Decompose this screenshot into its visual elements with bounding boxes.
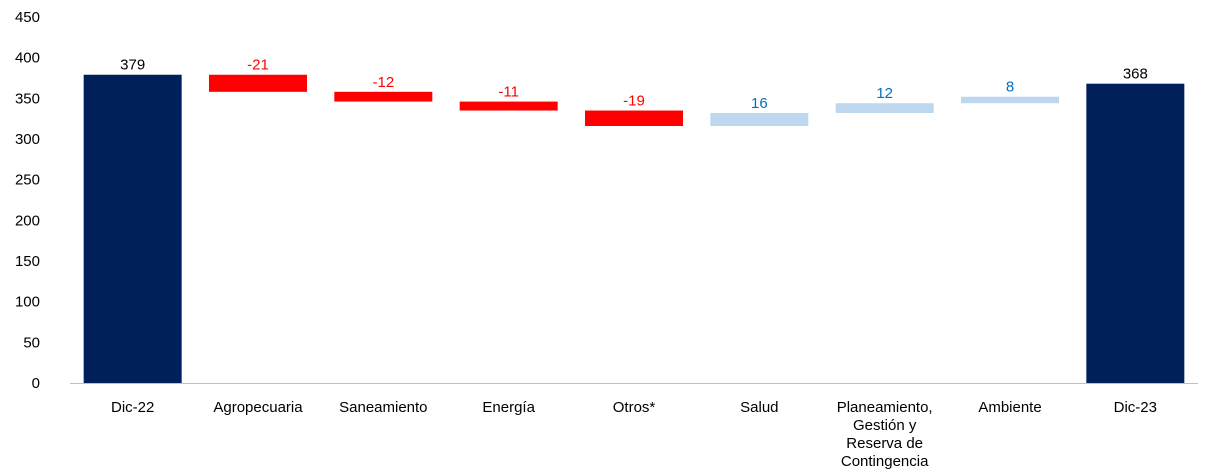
y-tick-label: 100 [15, 294, 40, 311]
y-tick-label: 50 [23, 334, 40, 351]
data-label: 8 [1006, 79, 1014, 96]
waterfall-bar [459, 101, 558, 111]
data-label: 12 [876, 85, 893, 102]
data-label: 379 [120, 57, 145, 74]
x-tick-label: Otros* [613, 399, 656, 416]
y-tick-label: 0 [32, 375, 40, 392]
data-labels: 379 -21 -12 -11 -19 16 12 8 368 [120, 57, 1148, 112]
x-axis: Dic-22 Agropecuaria Saneamiento Energía Otro… [111, 399, 1157, 470]
data-label: 16 [751, 95, 768, 112]
y-tick-label: 450 [15, 9, 40, 26]
waterfall-bar [83, 74, 182, 383]
y-tick-label: 400 [15, 50, 40, 67]
x-tick-label: Ambiente [978, 399, 1041, 416]
y-tick-label: 300 [15, 131, 40, 148]
y-tick-label: 200 [15, 212, 40, 229]
x-tick-label: Energía [482, 399, 535, 416]
y-tick-label: 350 [15, 90, 40, 107]
x-tick-label: Agropecuaria [213, 399, 303, 416]
waterfall-bar [334, 91, 433, 102]
x-tick-label: Contingencia [841, 453, 929, 470]
waterfall-bar [710, 112, 809, 126]
y-tick-label: 250 [15, 172, 40, 189]
y-tick-label: 150 [15, 253, 40, 270]
x-tick-label: Saneamiento [339, 399, 427, 416]
waterfall-bar [209, 74, 307, 92]
bars [83, 74, 1185, 384]
data-label: -21 [247, 57, 269, 74]
y-axis: 0 50 100 150 200 250 300 350 400 450 [15, 9, 40, 392]
data-label: -19 [623, 93, 645, 110]
x-tick-label: Reserva de [846, 435, 923, 452]
data-label: 368 [1123, 66, 1148, 83]
data-label: -11 [498, 84, 519, 101]
x-tick-label: Dic-22 [111, 399, 154, 416]
waterfall-bar [585, 110, 683, 126]
x-tick-label: Salud [740, 399, 778, 416]
x-tick-label: Dic-23 [1114, 399, 1157, 416]
waterfall-bar [835, 103, 934, 113]
waterfall-bar [961, 96, 1059, 104]
x-tick-label: Planeamiento, [837, 399, 933, 416]
data-label: -12 [372, 74, 394, 91]
x-tick-label: Gestión y [853, 417, 917, 434]
waterfall-bar [1086, 83, 1185, 384]
